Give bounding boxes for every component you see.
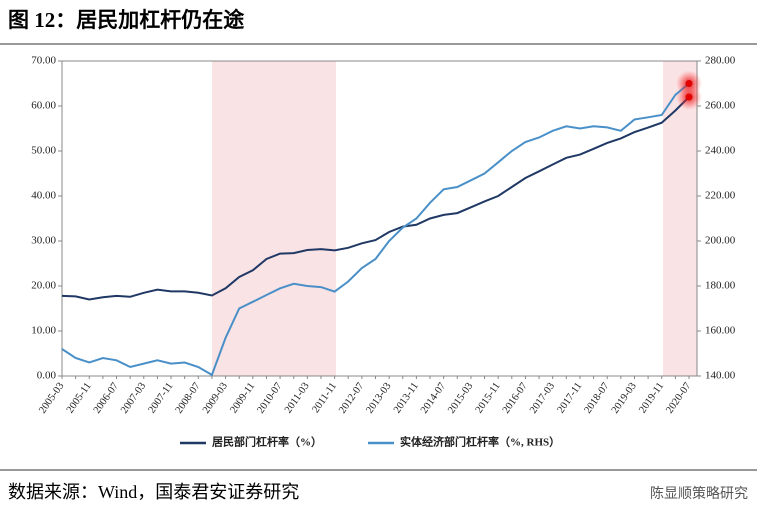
series-line xyxy=(61,82,690,377)
x-tick-label: 2018-07 xyxy=(583,381,612,416)
x-tick-label: 2006-07 xyxy=(92,381,121,416)
x-tick-label: 2005-03 xyxy=(37,381,66,416)
y-tick-label: 60.00 xyxy=(31,100,56,112)
chart-title: 图 12：居民加杠杆仍在途 xyxy=(8,8,245,32)
x-tick-label: 2019-11 xyxy=(637,381,666,416)
x-tick-label: 2010-07 xyxy=(255,381,284,416)
x-tick-label: 2012-07 xyxy=(337,381,366,416)
y2-tick-label: 260.00 xyxy=(705,100,736,112)
x-tick-label: 2013-11 xyxy=(392,381,421,416)
legend-label: 居民部门杠杆率（%） xyxy=(212,435,322,449)
x-tick-label: 2005-11 xyxy=(65,381,94,416)
x-tick-label: 2011-03 xyxy=(283,381,312,416)
source: 数据来源：Wind，国泰君安证券研究 xyxy=(8,482,299,502)
x-tick-label: 2011-11 xyxy=(310,381,339,415)
y-tick-label: 30.00 xyxy=(31,235,56,247)
x-tick-label: 2015-11 xyxy=(474,381,503,416)
y2-tick-label: 140.00 xyxy=(705,370,736,382)
x-tick-label: 2009-03 xyxy=(201,381,230,416)
x-tick-label: 2013-03 xyxy=(364,381,393,416)
shaded-period xyxy=(663,61,697,376)
y-tick-label: 0.00 xyxy=(37,370,57,382)
x-tick-label: 2008-07 xyxy=(174,381,203,416)
x-tick-label: 2020-07 xyxy=(664,381,693,416)
end-point xyxy=(685,80,693,87)
y-tick-label: 70.00 xyxy=(31,55,56,67)
y-tick-label: 20.00 xyxy=(31,280,56,292)
y2-tick-label: 160.00 xyxy=(705,325,736,337)
y2-tick-label: 240.00 xyxy=(705,145,736,157)
legend-label: 实体经济部门杠杆率（%, RHS） xyxy=(400,435,560,449)
y2-tick-label: 220.00 xyxy=(705,190,736,202)
x-tick-label: 2016-07 xyxy=(501,381,530,416)
plot-frame xyxy=(61,60,698,377)
y2-tick-label: 200.00 xyxy=(705,235,736,247)
y-tick-label: 40.00 xyxy=(31,190,56,202)
x-tick-label: 2007-03 xyxy=(119,381,148,416)
watermark: 陈显顺策略研究 xyxy=(650,485,748,502)
series-line xyxy=(61,96,690,301)
x-tick-label: 2017-03 xyxy=(528,381,557,416)
x-tick-label: 2007-11 xyxy=(147,381,176,416)
y-tick-label: 50.00 xyxy=(31,145,56,157)
x-tick-label: 2015-03 xyxy=(446,381,475,416)
x-tick-label: 2017-11 xyxy=(556,381,585,416)
x-tick-label: 2019-03 xyxy=(610,381,639,416)
y-tick-label: 10.00 xyxy=(31,325,56,337)
x-tick-label: 2009-11 xyxy=(228,381,257,416)
x-tick-label: 2014-07 xyxy=(419,381,448,416)
y2-tick-label: 280.00 xyxy=(705,55,736,67)
y2-tick-label: 180.00 xyxy=(705,280,736,292)
